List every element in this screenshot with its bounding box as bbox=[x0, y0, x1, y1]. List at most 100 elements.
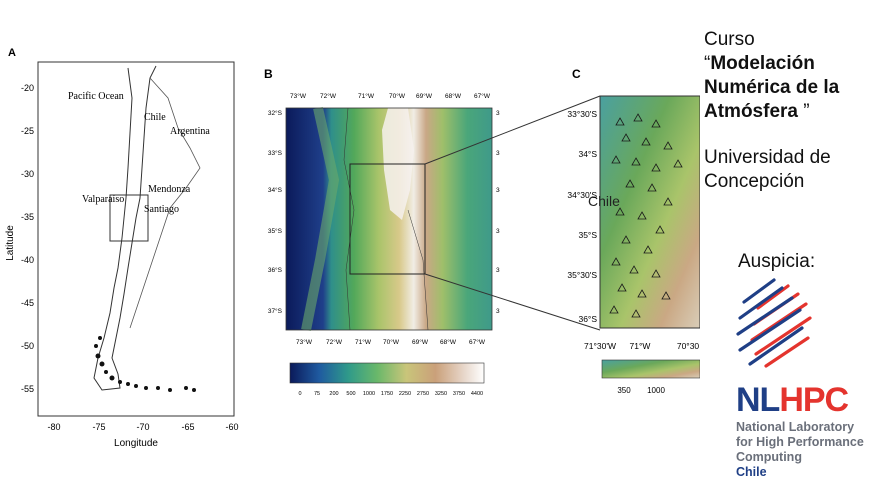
auspicia-label: Auspicia: bbox=[738, 251, 816, 272]
colorbar-tick: 3250 bbox=[435, 391, 447, 397]
y-tick: -55 bbox=[21, 384, 34, 394]
course-title-line-1: Modelación bbox=[710, 53, 815, 74]
lat-tick: 36°S bbox=[268, 266, 283, 274]
latitude-ticks: 33°30'S 34°S 34°30'S 35°S 35°30'S 36°S bbox=[567, 109, 597, 324]
logo-line-3: Computing bbox=[736, 450, 802, 464]
lat-tick: 33°30'S bbox=[567, 109, 597, 119]
open-quote: “ bbox=[704, 53, 711, 74]
colorbar-tick: 1750 bbox=[381, 391, 393, 397]
university-line-2: Concepción bbox=[704, 171, 805, 192]
logo-line-1: National Laboratory bbox=[736, 420, 855, 434]
lat-tick: 35°S bbox=[578, 230, 597, 240]
label-chile: Chile bbox=[144, 112, 166, 123]
course-title: “Modelación bbox=[704, 52, 876, 76]
lon-tick: 71°W bbox=[355, 338, 372, 346]
lon-tick: 68°W bbox=[445, 92, 462, 100]
colorbar-ticks: 0 75 200 500 1000 1750 2250 2750 3250 37… bbox=[298, 391, 483, 397]
zoomed-topography-map: C Chile 33°30'S 34°S 34°30'S 35°S 35°30'… bbox=[567, 67, 701, 395]
nlhpc-wordmark: NLHPC bbox=[736, 381, 849, 419]
course-label: Curso bbox=[704, 29, 755, 50]
label-pacific-ocean: Pacific Ocean bbox=[68, 91, 124, 102]
lon-tick: 70°30 bbox=[677, 341, 700, 351]
colorbar-tick: 500 bbox=[346, 391, 355, 397]
lon-tick: 73°W bbox=[296, 338, 313, 346]
x-tick: -75 bbox=[92, 422, 105, 432]
lat-tick: 33°S bbox=[268, 149, 283, 157]
x-tick: -60 bbox=[225, 422, 238, 432]
course-title-line-3-wrap: Atmósfera ” bbox=[704, 100, 876, 124]
colorbar-tick: 1000 bbox=[363, 391, 375, 397]
logo-line-2: for High Performance bbox=[736, 435, 864, 449]
border-line bbox=[407, 209, 429, 331]
lat-tick: 36°S bbox=[578, 314, 597, 324]
y-tick: -25 bbox=[21, 126, 34, 136]
lon-tick: 70°W bbox=[383, 338, 400, 346]
elevation-colorbar bbox=[289, 362, 485, 384]
y-tick: -20 bbox=[21, 83, 34, 93]
logo-hpc: HPC bbox=[779, 381, 849, 419]
logo-line-4: Chile bbox=[736, 465, 767, 479]
y-axis-label: Latitude bbox=[5, 225, 16, 261]
figure-panel-c: C Chile 33°30'S 34°S 34°30'S 35°S 35°30'… bbox=[560, 60, 701, 410]
course-info-sidebar: Curso “Modelación Numérica de la Atmósfe… bbox=[704, 28, 876, 486]
y-tick: -35 bbox=[21, 212, 34, 222]
colorbar-tick: 3750 bbox=[453, 391, 465, 397]
y-tick: -50 bbox=[21, 341, 34, 351]
lat-tick: 34°30'S bbox=[567, 190, 597, 200]
lon-tick: 71°30'W bbox=[584, 341, 616, 351]
colorbar-tick: 4400 bbox=[471, 391, 483, 397]
label-santiago: Santiago bbox=[144, 204, 179, 215]
left-latitude-ticks: 32°S 33°S 34°S 35°S 36°S 37°S bbox=[268, 109, 283, 315]
course-title-line-3: Atmósfera bbox=[704, 101, 798, 122]
lon-tick: 69°W bbox=[416, 92, 433, 100]
chile-overview-map: A Pacific Ocean Chile Argentina Mendonza… bbox=[5, 47, 239, 449]
panel-letter-b: B bbox=[264, 67, 273, 81]
colorbar-tick: 2750 bbox=[417, 391, 429, 397]
y-ticks: -20 -25 -30 -35 -40 -45 -50 -55 bbox=[21, 83, 34, 394]
lon-tick: 72°W bbox=[326, 338, 343, 346]
lon-tick: 67°W bbox=[469, 338, 486, 346]
lat-tick: 37°S bbox=[268, 307, 283, 315]
x-tick: -65 bbox=[181, 422, 194, 432]
zoom-terrain-raster bbox=[600, 96, 700, 328]
lat-tick: 32°S bbox=[268, 109, 283, 117]
colorbar-tick: 350 bbox=[617, 386, 631, 395]
station-markers bbox=[609, 113, 683, 318]
coastal-range bbox=[301, 106, 340, 331]
longitude-ticks: 71°30'W 71°W 70°30 bbox=[584, 341, 699, 351]
label-argentina: Argentina bbox=[170, 126, 210, 137]
label-valparaiso: Valparaíso bbox=[82, 194, 124, 205]
x-ticks: -80 -75 -70 -65 -60 bbox=[47, 422, 238, 432]
zoom-connector bbox=[424, 95, 601, 331]
nlhpc-subtitle: National Laboratory for High Performance… bbox=[736, 420, 864, 480]
lon-tick: 70°W bbox=[389, 92, 406, 100]
colorbar-tick: 0 bbox=[298, 391, 301, 397]
panel-letter-c: C bbox=[572, 67, 581, 81]
lon-tick: 68°W bbox=[440, 338, 457, 346]
study-region-box bbox=[109, 194, 149, 242]
lon-tick: 73°W bbox=[290, 92, 307, 100]
patagonia-islands bbox=[94, 336, 196, 392]
colorbar-tick: 200 bbox=[329, 391, 338, 397]
lon-tick: 69°W bbox=[412, 338, 429, 346]
border-line bbox=[343, 107, 355, 331]
colorbar-tick: 2250 bbox=[399, 391, 411, 397]
lon-tick: 72°W bbox=[320, 92, 337, 100]
lon-tick: 71°W bbox=[358, 92, 375, 100]
lat-tick: 35°30'S bbox=[567, 270, 597, 280]
bottom-longitude-ticks: 73°W 72°W 71°W 70°W 69°W 68°W 67°W bbox=[296, 338, 486, 346]
label-mendonza: Mendonza bbox=[148, 184, 191, 195]
zoom-colorbar bbox=[601, 359, 701, 379]
map-frame bbox=[285, 107, 493, 331]
topography-map: B 73°W 72°W 71°W 70°W 69°W 68°W 67°W 32°… bbox=[264, 67, 511, 397]
course-title-line-2: Numérica de la bbox=[704, 77, 840, 98]
label-chile: Chile bbox=[588, 193, 620, 209]
x-tick: -80 bbox=[47, 422, 60, 432]
panel-letter-a: A bbox=[8, 47, 16, 59]
colorbar-tick: 75 bbox=[314, 391, 320, 397]
university-line-1: Universidad de bbox=[704, 147, 831, 168]
top-longitude-ticks: 73°W 72°W 71°W 70°W 69°W 68°W 67°W bbox=[290, 92, 491, 100]
x-tick: -70 bbox=[136, 422, 149, 432]
lat-tick: 35°S bbox=[268, 227, 283, 235]
zoom-colorbar-ticks: 350 1000 bbox=[617, 386, 665, 395]
